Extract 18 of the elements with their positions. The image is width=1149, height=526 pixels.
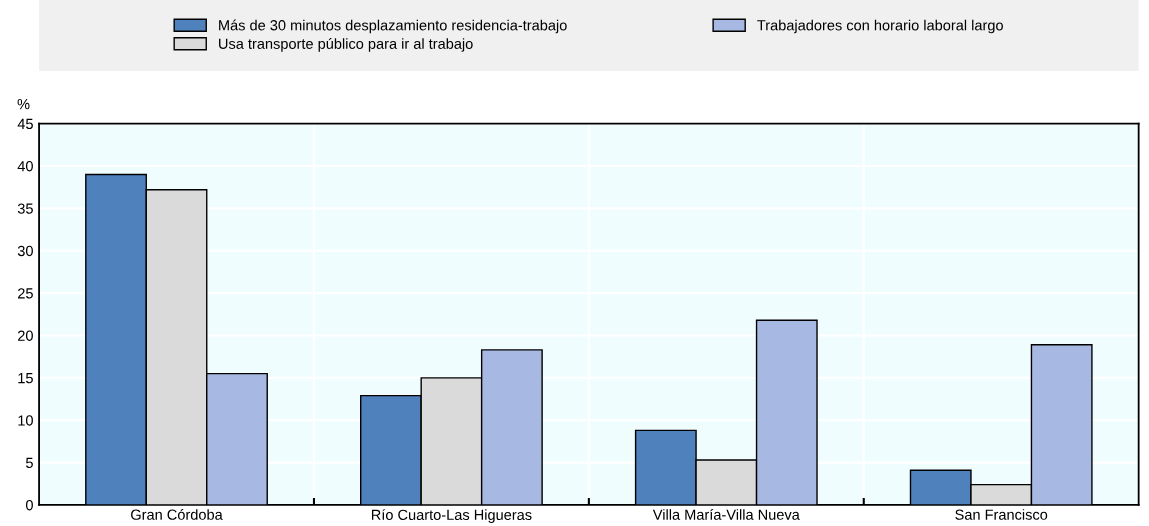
x-tick-label: Gran Córdoba [131,508,223,520]
y-tick-label: 20 [18,330,33,341]
y-tick-label: 15 [18,373,33,384]
y-tick-label: 35 [17,203,33,214]
y-tick-label: 45 [17,118,33,130]
y-tick-label: 30 [17,245,33,257]
legend-label: Más de 30 minutos desplazamiento residencia-trabajo [219,19,567,34]
x-tick-label: San Francisco [955,509,1048,520]
y-tick-label: 0 [25,500,33,511]
x-tick-label: Villa María-Villa Nueva [652,508,800,520]
y-tick-label: 25 [18,288,33,299]
y-tick-label: 5 [25,457,33,469]
y-axis-title: % [17,99,30,110]
legend-label: Trabajadores con horario laboral largo [757,19,1003,34]
x-tick-label: Río Cuarto-Las Higueras [371,509,532,523]
y-tick-label: 10 [18,415,33,426]
legend-label: Usa transporte público para ir al trabajo [219,38,473,52]
y-tick-label: 40 [17,161,33,172]
